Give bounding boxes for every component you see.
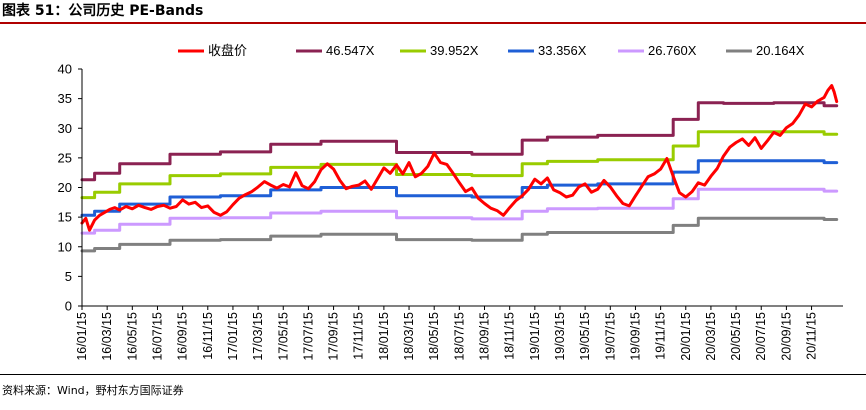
y-tick-label: 30 bbox=[58, 121, 72, 136]
x-tick-label: 18/09/15 bbox=[478, 312, 492, 361]
legend-label: 20.164X bbox=[756, 43, 805, 58]
chart-legend: 收盘价 46.547X 39.952X 33.356X 26.760X 20.164X bbox=[178, 43, 805, 58]
x-tick-label: 17/07/15 bbox=[301, 312, 315, 361]
series-line-band-26760X bbox=[80, 187, 839, 235]
x-tick-label: 19/07/15 bbox=[603, 312, 617, 361]
x-tick-label: 19/09/15 bbox=[628, 312, 642, 361]
x-tick-label: 19/03/15 bbox=[553, 312, 567, 361]
chart-axes: 0 5 10 15 20 25 30 35 40 16/01/15 16/03/15 16/05/15… bbox=[58, 62, 843, 361]
legend-label: 39.952X bbox=[430, 43, 479, 58]
x-tick-label: 19/05/15 bbox=[578, 312, 592, 361]
x-tick-label: 19/01/15 bbox=[528, 312, 542, 361]
series-line-band-20164X bbox=[80, 216, 839, 253]
legend-label: 收盘价 bbox=[208, 43, 247, 58]
x-tick-label: 20/11/15 bbox=[805, 312, 819, 360]
y-tick-label: 10 bbox=[58, 239, 72, 254]
y-tick-label: 15 bbox=[58, 210, 72, 225]
legend-label: 26.760X bbox=[648, 43, 697, 58]
source-divider bbox=[0, 374, 866, 375]
y-tick-label: 5 bbox=[65, 269, 72, 284]
y-tick-label: 20 bbox=[58, 180, 72, 195]
x-tick-label: 20/07/15 bbox=[754, 312, 768, 361]
pe-bands-chart: 收盘价 46.547X 39.952X 33.356X 26.760X 20.164X 0… bbox=[58, 43, 843, 361]
x-tick-label: 20/03/15 bbox=[704, 312, 718, 361]
y-tick-label: 35 bbox=[58, 91, 72, 106]
x-tick-label: 18/01/15 bbox=[377, 312, 391, 361]
series-line-band-46547X bbox=[80, 101, 839, 182]
y-tick-label: 25 bbox=[58, 150, 72, 165]
legend-label: 46.547X bbox=[326, 43, 375, 58]
x-tick-label: 18/07/15 bbox=[452, 312, 466, 361]
x-tick-label: 18/03/15 bbox=[402, 312, 416, 361]
x-tick-label: 16/03/15 bbox=[100, 312, 114, 361]
series-line-band-39952X bbox=[80, 130, 839, 200]
x-tick-label: 17/11/15 bbox=[352, 312, 366, 360]
x-tick-label: 17/01/15 bbox=[226, 312, 240, 361]
series-line-close-price bbox=[80, 84, 839, 232]
x-tick-label: 16/05/15 bbox=[125, 312, 139, 361]
x-tick-label: 20/05/15 bbox=[729, 312, 743, 361]
y-tick-label: 40 bbox=[58, 62, 72, 77]
x-tick-label: 18/05/15 bbox=[427, 312, 441, 361]
x-tick-label: 16/11/15 bbox=[201, 312, 215, 360]
figure-title: 图表 51：公司历史 PE-Bands bbox=[2, 3, 204, 19]
x-tick-label: 17/03/15 bbox=[251, 312, 265, 361]
x-tick-label: 18/11/15 bbox=[503, 312, 517, 360]
x-tick-label: 16/01/15 bbox=[75, 312, 89, 361]
source-note: 资料来源：Wind，野村东方国际证券 bbox=[2, 384, 184, 397]
title-divider bbox=[0, 22, 866, 24]
x-tick-label: 17/09/15 bbox=[327, 312, 341, 361]
y-tick-label: 0 bbox=[65, 299, 72, 314]
x-tick-label: 20/09/15 bbox=[779, 312, 793, 361]
x-tick-label: 16/09/15 bbox=[176, 312, 190, 361]
x-tick-label: 17/05/15 bbox=[276, 312, 290, 361]
plot-area bbox=[80, 84, 839, 253]
legend-label: 33.356X bbox=[538, 43, 587, 58]
x-tick-label: 20/01/15 bbox=[679, 312, 693, 361]
x-tick-label: 16/07/15 bbox=[150, 312, 164, 361]
x-tick-label: 19/11/15 bbox=[654, 312, 668, 360]
series-line-band-33356X bbox=[80, 159, 839, 217]
